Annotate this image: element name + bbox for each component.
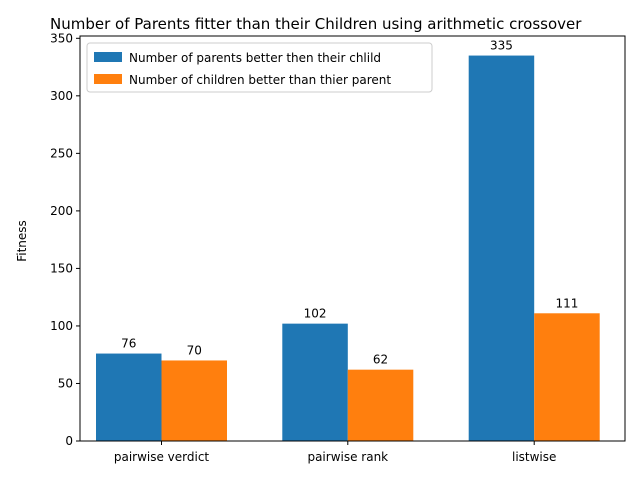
chart-title: Number of Parents fitter than their Chil… bbox=[50, 15, 582, 33]
bar-value-label: 62 bbox=[373, 353, 388, 367]
bar-0-2 bbox=[468, 55, 535, 441]
bar-0-1 bbox=[282, 323, 348, 441]
plot-area: 0 50 100 150 200 250 300 350 76 102 335 70 62 111 pair… bbox=[50, 31, 600, 464]
bar-value-label: 335 bbox=[490, 39, 513, 53]
x-tick-label: pairwise rank bbox=[307, 450, 388, 464]
y-tick-label: 100 bbox=[50, 319, 73, 333]
legend: Number of parents better then their chli… bbox=[86, 42, 433, 93]
bar-value-label: 70 bbox=[187, 343, 202, 357]
bar-1-0 bbox=[161, 360, 227, 441]
legend-swatch-0 bbox=[94, 52, 122, 62]
bar-0-0 bbox=[96, 353, 162, 441]
y-tick-label: 250 bbox=[50, 146, 73, 160]
bar-value-label: 76 bbox=[121, 337, 136, 351]
y-tick-label: 300 bbox=[50, 89, 73, 103]
bar-value-label: 111 bbox=[555, 296, 578, 310]
legend-label-1: Number of children better than thier par… bbox=[129, 73, 391, 87]
bar-1-2 bbox=[534, 313, 600, 441]
y-tick-label: 200 bbox=[50, 204, 73, 218]
y-tick-label: 350 bbox=[50, 31, 73, 45]
plot-frame bbox=[79, 35, 626, 442]
y-tick-label: 150 bbox=[50, 261, 73, 275]
y-tick-label: 0 bbox=[65, 434, 73, 448]
y-axis-label: Fitness bbox=[15, 220, 29, 262]
legend-box bbox=[86, 42, 433, 93]
bar-1-1 bbox=[347, 369, 414, 441]
y-tick-label: 50 bbox=[58, 376, 73, 390]
legend-label-0: Number of parents better then their chli… bbox=[129, 51, 381, 65]
x-tick-label: listwise bbox=[512, 450, 556, 464]
x-tick-label: pairwise verdict bbox=[114, 450, 210, 464]
bar-value-label: 102 bbox=[304, 307, 327, 321]
legend-swatch-1 bbox=[94, 74, 122, 84]
